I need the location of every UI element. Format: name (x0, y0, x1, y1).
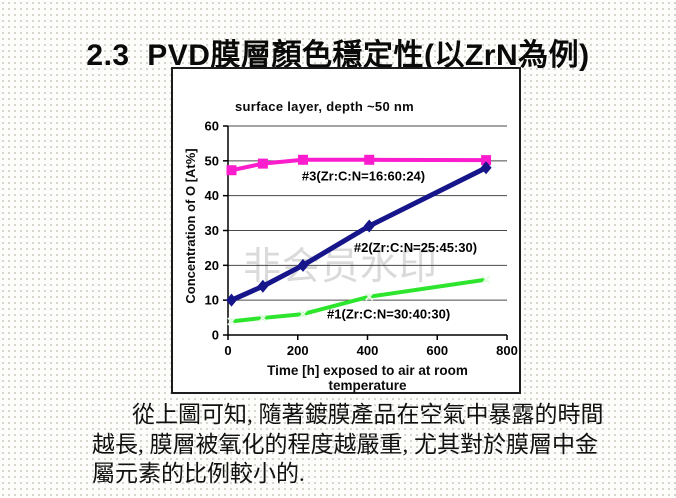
x-tick-label: 800 (496, 343, 518, 358)
diamond-marker (363, 219, 375, 233)
caption-line-2: 越長, 膜層被氧化的程度越嚴重, 尤其對於膜層中金 (92, 431, 598, 457)
square-marker (226, 165, 237, 176)
chart-title: surface layer, depth ~50 nm (235, 99, 414, 114)
y-tick-label: 40 (205, 188, 219, 203)
diamond-marker (257, 279, 269, 293)
y-tick-label: 50 (205, 153, 219, 168)
x-axis-label: Time [h] exposed to air at room temperat… (267, 363, 468, 393)
y-axis-label: Concentration of O [At%] (183, 148, 198, 304)
series-line (230, 165, 488, 303)
square-marker (257, 158, 268, 169)
series-inline-label: #1(Zr:C:N=30:40:30) (327, 306, 450, 321)
square-marker (481, 155, 492, 166)
diamond-marker (297, 258, 309, 272)
x-tick-label: 200 (287, 343, 309, 358)
series-inline-label: #2(Zr:C:N=25:45:30) (354, 240, 477, 255)
x-tick-label: 400 (357, 343, 379, 358)
caption-line-1: 從上圖可知, 隨著鍍膜產品在空氣中暴露的時間 (132, 402, 604, 427)
caption-paragraph: 從上圖可知, 隨著鍍膜產品在空氣中暴露的時間 越長, 膜層被氧化的程度越嚴重, … (92, 400, 658, 489)
x-marker (298, 309, 308, 319)
y-tick-label: 0 (212, 328, 219, 343)
x-marker (365, 292, 374, 301)
x-tick-label: 600 (426, 343, 448, 358)
series-inline-label: #3(Zr:C:N=16:60:24) (302, 169, 425, 184)
square-marker (297, 154, 308, 165)
chart-panel: surface layer, depth ~50 nm Concentratio… (171, 67, 521, 394)
x-marker (481, 275, 491, 284)
y-tick-label: 60 (205, 119, 219, 134)
y-tick-label: 20 (205, 258, 219, 273)
caption-line-3: 屬元素的比例較小的. (92, 461, 305, 486)
page-title: 2.3 PVD膜層顏色穩定性(以ZrN為例) (86, 39, 590, 73)
x-marker (227, 317, 236, 326)
diamond-marker (480, 161, 492, 175)
x-tick-label: 0 (224, 343, 231, 358)
y-tick-label: 10 (205, 293, 219, 308)
square-marker (364, 154, 375, 165)
diamond-marker (225, 293, 237, 307)
x-marker (258, 313, 268, 323)
y-tick-label: 30 (205, 223, 219, 238)
